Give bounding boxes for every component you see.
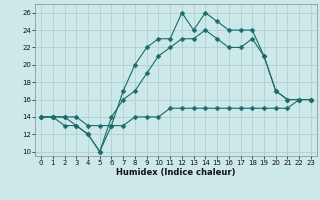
X-axis label: Humidex (Indice chaleur): Humidex (Indice chaleur) xyxy=(116,168,236,177)
